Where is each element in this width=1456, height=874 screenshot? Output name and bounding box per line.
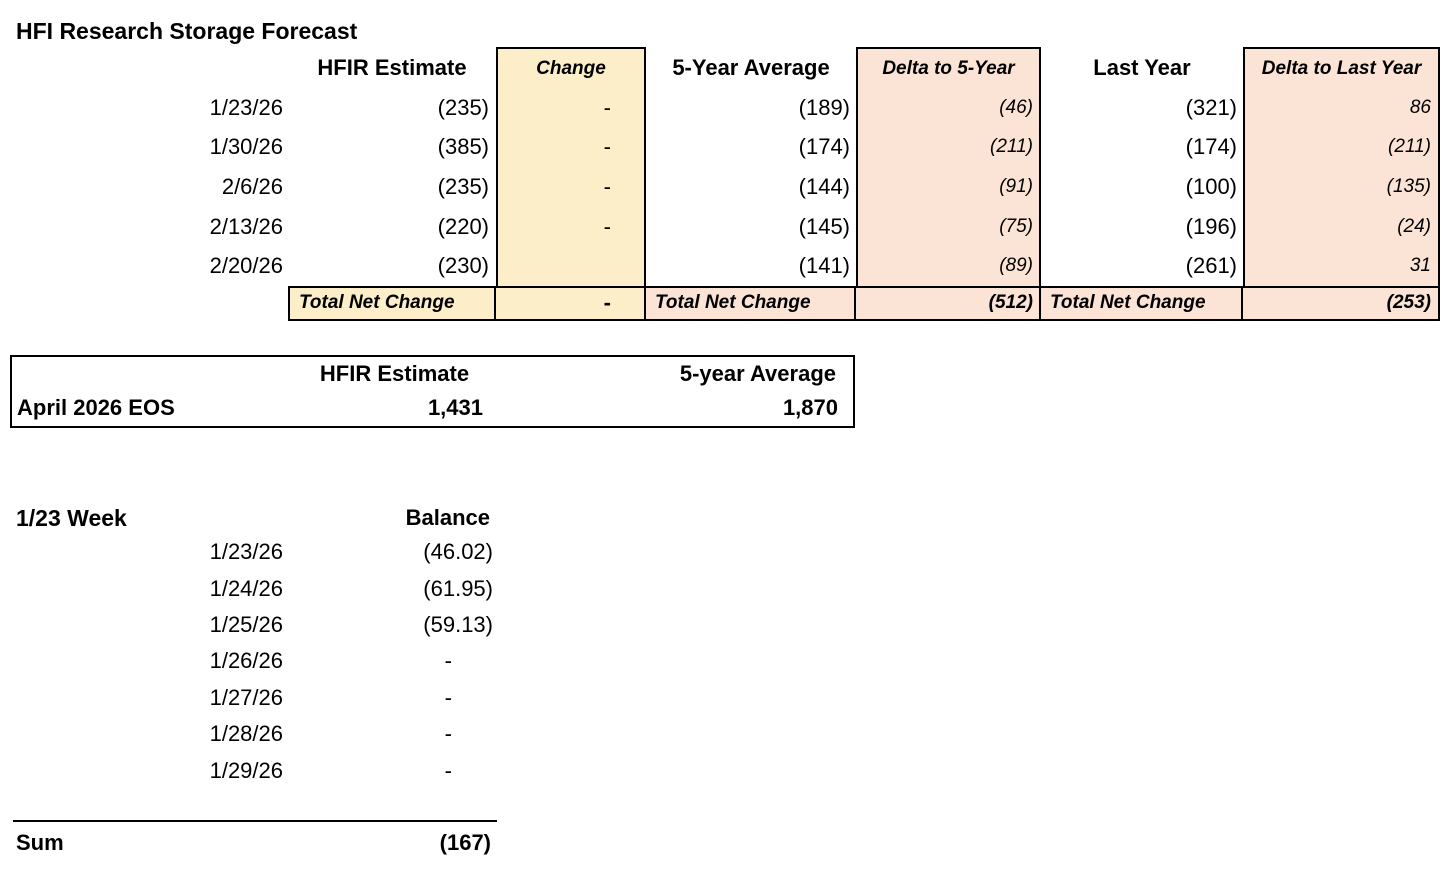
col-header-5-year-average: 5-Year Average <box>672 54 830 80</box>
last-year-cell: (321) <box>1185 94 1237 120</box>
change-cell <box>496 246 646 286</box>
last-year-cell: (174) <box>1185 134 1237 160</box>
col-header-hfir-estimate: HFIR Estimate <box>317 54 467 80</box>
hfir-estimate-cell: (235) <box>437 94 489 120</box>
week-balance-cell: - <box>444 648 452 674</box>
week-title: 1/23 Week <box>16 504 127 531</box>
date-cell: 1/23/26 <box>209 94 283 120</box>
col-header-last-year: Last Year <box>1093 54 1191 80</box>
five-year-average-cell: (145) <box>798 213 850 239</box>
date-cell: 2/20/26 <box>209 253 283 279</box>
balance-column-header: Balance <box>405 505 490 530</box>
five-year-average-cell: (144) <box>798 173 850 199</box>
week-date-cell: 1/25/26 <box>209 611 283 637</box>
week-date-cell: 1/28/26 <box>209 721 283 747</box>
delta-to-5-year-cell: (89) <box>856 246 1041 286</box>
total-delta-5-year-value: (512) <box>856 285 1041 321</box>
hfir-estimate-cell: (235) <box>437 173 489 199</box>
date-cell: 1/30/26 <box>209 134 283 160</box>
delta-to-5-year-cell: (91) <box>856 167 1041 207</box>
delta-to-last-year-cell: 31 <box>1243 246 1440 286</box>
change-cell: - <box>496 167 646 207</box>
week-date-cell: 1/27/26 <box>209 684 283 710</box>
week-date-cell: 1/24/26 <box>209 575 283 601</box>
hfir-estimate-cell: (385) <box>437 134 489 160</box>
date-cell: 2/13/26 <box>209 213 283 239</box>
last-year-cell: (100) <box>1185 173 1237 199</box>
hfir-estimate-cell: (230) <box>437 253 489 279</box>
sum-row: Sum (167) <box>0 829 497 857</box>
total-net-change-label: Total Net Change <box>288 285 496 321</box>
total-change-value: - <box>496 285 646 321</box>
eos-5-year-value: 1,870 <box>782 395 838 420</box>
delta-to-last-year-cell: (24) <box>1243 206 1440 247</box>
delta-to-5-year-cell: (75) <box>856 206 1041 247</box>
date-cell: 2/6/26 <box>221 173 283 199</box>
sum-label: Sum <box>16 830 64 855</box>
total-row-spacer <box>0 286 288 321</box>
col-header-delta-to-last-year: Delta to Last Year <box>1243 47 1440 88</box>
week-table: 1/23/26 (46.02) 1/24/26 (61.95) 1/25/26 … <box>0 534 497 789</box>
week-balance-cell: - <box>444 684 452 710</box>
delta-to-last-year-cell: 86 <box>1243 88 1440 128</box>
week-balance-cell: (46.02) <box>423 539 493 565</box>
change-cell: - <box>496 127 646 168</box>
change-cell: - <box>496 88 646 128</box>
five-year-average-cell: (141) <box>798 253 850 279</box>
week-date-cell: 1/26/26 <box>209 648 283 674</box>
col-header-change: Change <box>496 47 646 88</box>
total-net-change-label: Total Net Change <box>1041 285 1243 321</box>
week-balance-cell: - <box>444 757 452 783</box>
five-year-average-cell: (189) <box>798 94 850 120</box>
last-year-cell: (261) <box>1185 253 1237 279</box>
hfir-estimate-cell: (220) <box>437 213 489 239</box>
week-table-header: 1/23 Week Balance <box>0 503 497 533</box>
delta-to-last-year-cell: (211) <box>1243 127 1440 168</box>
week-date-cell: 1/23/26 <box>209 539 283 565</box>
eos-header-5-year-average: 5-year Average <box>679 361 836 386</box>
page-title: HFI Research Storage Forecast <box>16 18 358 44</box>
delta-to-last-year-cell: (135) <box>1243 167 1440 207</box>
sum-value: (167) <box>439 830 491 855</box>
last-year-cell: (196) <box>1185 213 1237 239</box>
delta-to-5-year-cell: (46) <box>856 88 1041 128</box>
week-date-cell: 1/29/26 <box>209 757 283 783</box>
eos-row-label: April 2026 EOS <box>17 395 175 420</box>
eos-header-hfir-estimate: HFIR Estimate <box>319 361 470 386</box>
delta-to-5-year-cell: (211) <box>856 127 1041 168</box>
total-net-change-label: Total Net Change <box>646 285 856 321</box>
week-balance-cell: (61.95) <box>423 575 493 601</box>
eos-spacer <box>12 357 290 391</box>
change-cell: - <box>496 206 646 247</box>
total-delta-last-year-value: (253) <box>1243 285 1440 321</box>
eos-table: HFIR Estimate 5-year Average April 2026 … <box>10 355 855 428</box>
corner-spacer <box>0 47 288 88</box>
eos-hfir-value: 1,431 <box>427 395 483 420</box>
forecast-table: HFIR Estimate Change 5-Year Average Delt… <box>0 47 1440 321</box>
five-year-average-cell: (174) <box>798 134 850 160</box>
col-header-delta-to-5-year: Delta to 5-Year <box>856 47 1041 88</box>
sum-divider-line <box>13 820 497 822</box>
week-balance-cell: (59.13) <box>423 611 493 637</box>
week-balance-cell: - <box>444 721 452 747</box>
